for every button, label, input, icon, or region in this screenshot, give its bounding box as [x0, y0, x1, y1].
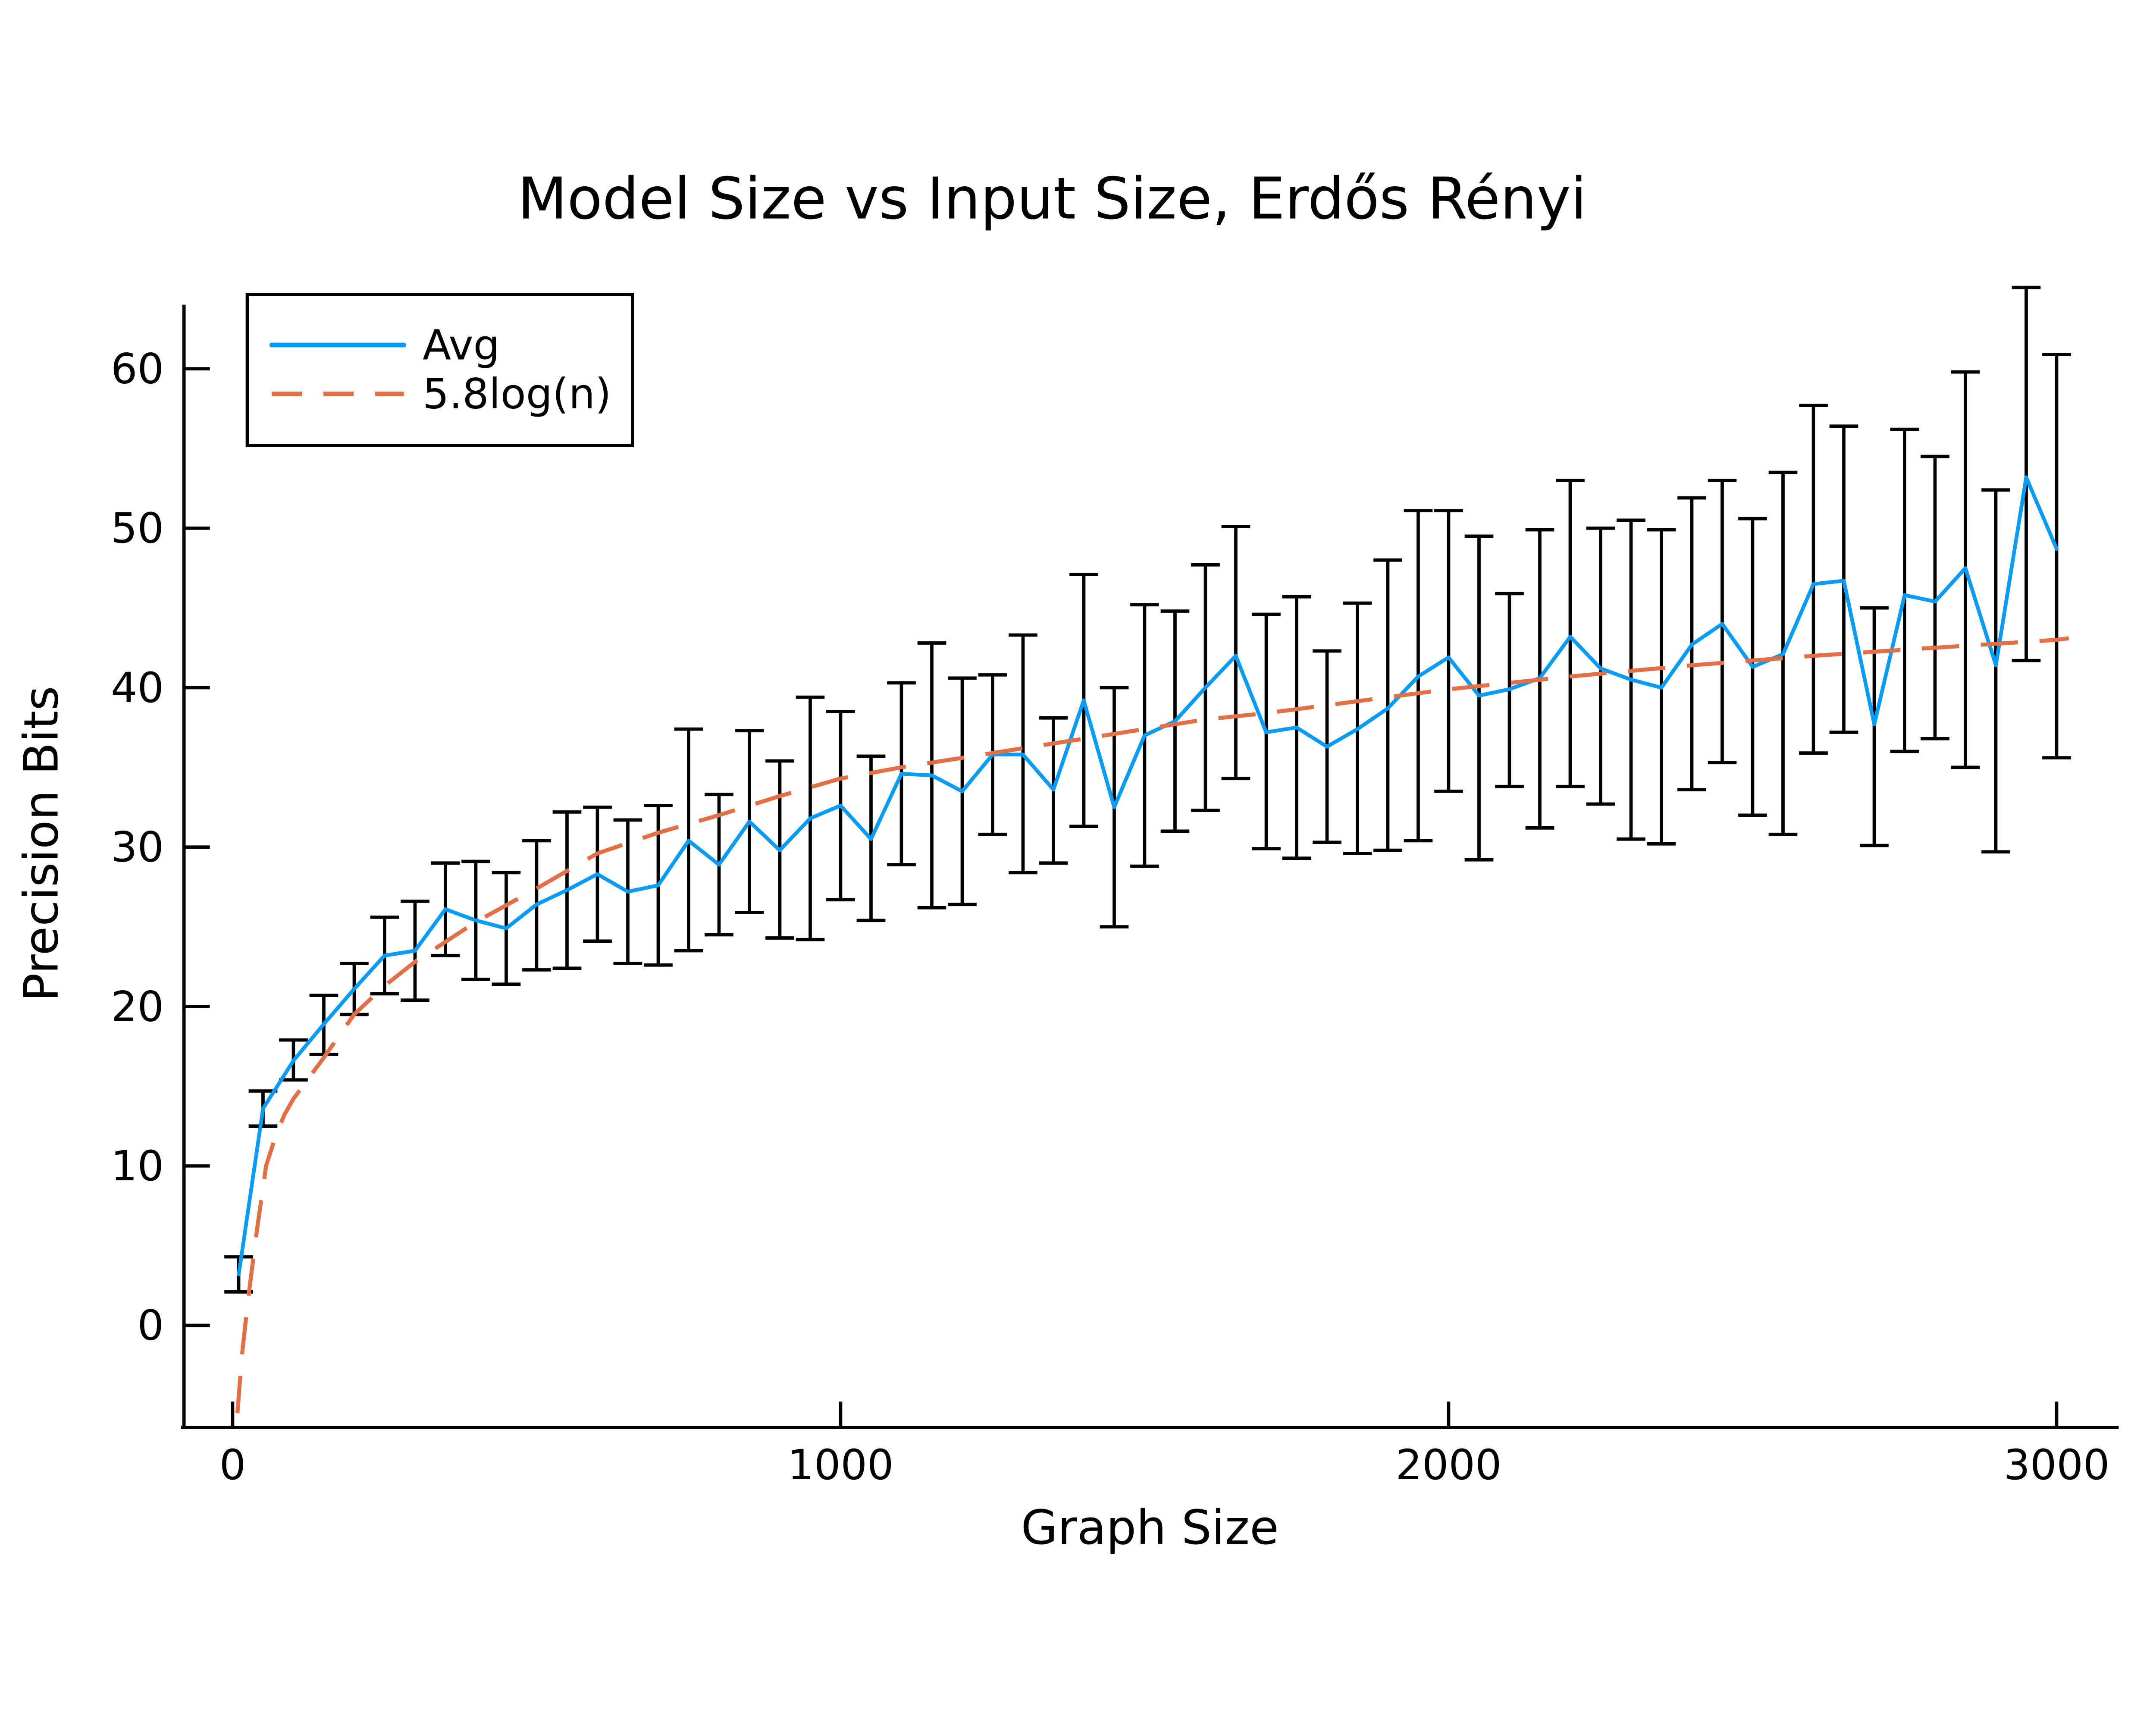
- y-tick-label: 60: [111, 344, 164, 393]
- avg-line: [237, 475, 2059, 1276]
- x-tick-label: 1000: [787, 1440, 893, 1489]
- x-axis-label: Graph Size: [1021, 1500, 1279, 1555]
- chart-title: Model Size vs Input Size, Erdős Rényi: [517, 166, 1586, 232]
- y-tick-label: 40: [111, 663, 164, 712]
- legend-box: [245, 293, 634, 447]
- legend-fit-label: 5.8log(n): [423, 370, 611, 418]
- legend: Avg 5.8log(n): [245, 293, 634, 447]
- plot-area: 0 1000 2000 3000 0 10 20 30 40 50 60: [111, 285, 2119, 1489]
- fit-line: [235, 636, 2069, 1414]
- x-tick-label: 2000: [1396, 1440, 1502, 1489]
- y-tick-label: 20: [111, 982, 164, 1031]
- legend-avg-label: Avg: [423, 320, 500, 369]
- y-axis-label: Precision Bits: [13, 686, 69, 1002]
- x-tick-label: 0: [219, 1440, 246, 1489]
- x-tick-label: 3000: [2004, 1440, 2110, 1489]
- y-tick-label: 10: [111, 1142, 164, 1190]
- y-tick-label: 30: [111, 823, 164, 872]
- y-tick-label: 50: [111, 504, 164, 552]
- y-tick-label: 0: [138, 1301, 164, 1350]
